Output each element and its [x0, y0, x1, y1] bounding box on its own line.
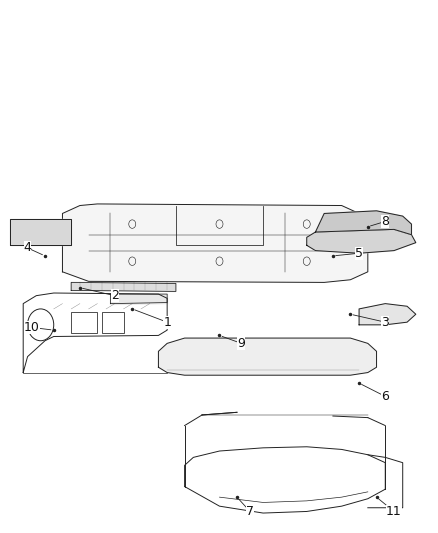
Text: 5: 5 — [354, 247, 362, 260]
Text: 4: 4 — [24, 241, 32, 254]
Bar — [71, 312, 97, 333]
Text: 1: 1 — [163, 316, 171, 329]
Polygon shape — [158, 338, 376, 375]
Polygon shape — [10, 219, 71, 245]
Polygon shape — [110, 294, 167, 304]
Text: 8: 8 — [380, 215, 389, 228]
Text: 3: 3 — [381, 316, 389, 329]
Bar — [102, 312, 123, 333]
Text: 10: 10 — [24, 321, 40, 334]
Text: 2: 2 — [111, 289, 118, 302]
Text: 11: 11 — [385, 505, 401, 518]
Polygon shape — [306, 229, 415, 253]
Polygon shape — [315, 211, 410, 235]
Polygon shape — [62, 204, 367, 282]
Polygon shape — [71, 282, 176, 292]
Text: 9: 9 — [237, 337, 245, 350]
Text: 6: 6 — [381, 390, 389, 403]
Polygon shape — [358, 304, 415, 325]
Text: 7: 7 — [245, 505, 254, 518]
